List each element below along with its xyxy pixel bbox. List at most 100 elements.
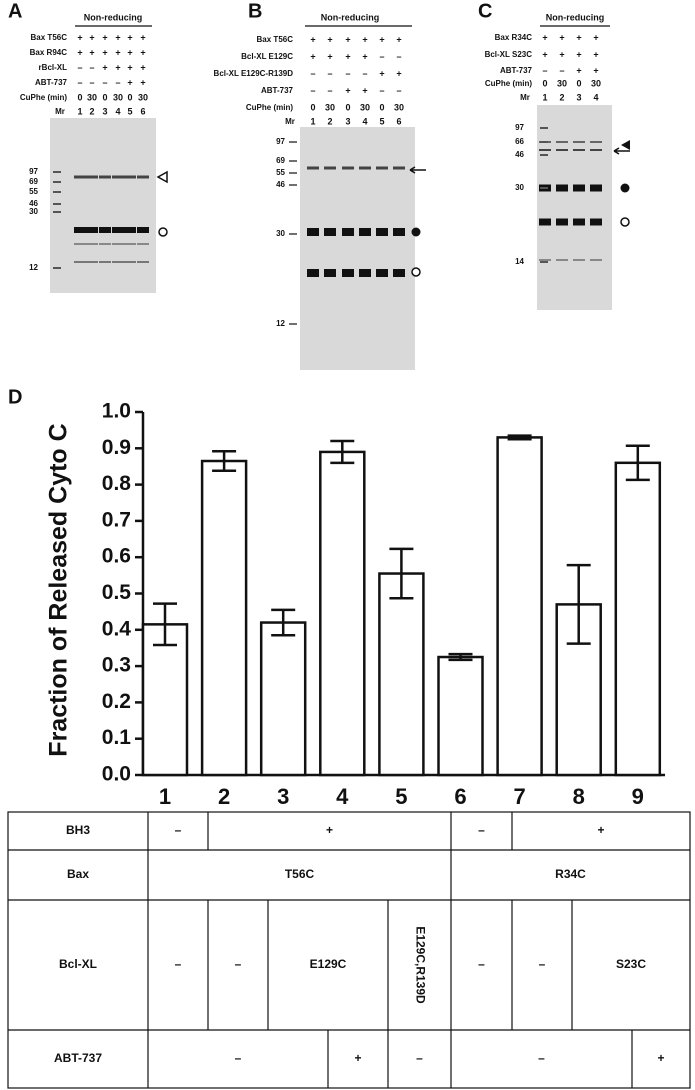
row-value: 0 bbox=[127, 92, 132, 102]
gel-band bbox=[137, 175, 149, 179]
gel-band bbox=[137, 227, 149, 233]
row-value: + bbox=[576, 32, 581, 42]
cell: – bbox=[235, 1051, 242, 1065]
bar bbox=[141, 623, 189, 777]
row-value: + bbox=[140, 47, 145, 57]
gel bbox=[300, 127, 415, 370]
row-header: ABT-737 bbox=[54, 1051, 102, 1065]
row-value: + bbox=[345, 34, 350, 44]
cell: E129C,R139D bbox=[413, 926, 427, 1004]
row-value: 0 bbox=[310, 102, 315, 112]
row-value: – bbox=[396, 85, 401, 95]
row-value: + bbox=[379, 68, 384, 78]
row-value: + bbox=[396, 68, 401, 78]
row-label: Bcl-XL E129C bbox=[241, 52, 293, 61]
row-value: + bbox=[89, 47, 94, 57]
row-value: + bbox=[127, 32, 132, 42]
row-value: + bbox=[576, 65, 581, 75]
gel-band bbox=[112, 243, 124, 245]
gel-band bbox=[74, 243, 86, 245]
gel-band bbox=[393, 269, 405, 277]
gel-band bbox=[74, 227, 86, 233]
x-tick-label: 3 bbox=[277, 784, 289, 809]
gel-band bbox=[590, 259, 602, 261]
row-value: – bbox=[77, 62, 82, 72]
cell: – bbox=[175, 957, 182, 971]
row-value: 30 bbox=[325, 102, 335, 112]
row-value: + bbox=[127, 62, 132, 72]
row-value: + bbox=[593, 32, 598, 42]
ladder-band bbox=[540, 154, 548, 156]
gel-band bbox=[393, 166, 405, 170]
cell: – bbox=[175, 823, 182, 837]
row-value: + bbox=[345, 51, 350, 61]
row-value: + bbox=[542, 32, 547, 42]
row-value: + bbox=[345, 85, 350, 95]
panel-letter: C bbox=[478, 0, 492, 22]
y-axis-label: Fraction of Released Cyto C bbox=[45, 423, 73, 756]
gel bbox=[50, 118, 156, 293]
cell: + bbox=[354, 1051, 361, 1065]
row-value: 30 bbox=[87, 92, 97, 102]
row-value: + bbox=[127, 77, 132, 87]
row-value: + bbox=[89, 32, 94, 42]
bar bbox=[437, 655, 484, 777]
y-tick-label: 1.0 bbox=[102, 400, 131, 423]
row-value: 30 bbox=[360, 102, 370, 112]
row-value: + bbox=[140, 62, 145, 72]
row-value: – bbox=[542, 65, 547, 75]
error-bar bbox=[448, 652, 473, 662]
row-value: – bbox=[559, 65, 564, 75]
lane-number: 1 bbox=[77, 106, 82, 116]
row-value: + bbox=[102, 47, 107, 57]
row-value: – bbox=[310, 85, 315, 95]
gel-band bbox=[556, 184, 568, 192]
lane-number: 4 bbox=[115, 106, 120, 116]
row-value: + bbox=[559, 32, 564, 42]
row-value: + bbox=[115, 32, 120, 42]
row-value: + bbox=[379, 34, 384, 44]
panel-letter: B bbox=[248, 0, 262, 22]
cell: – bbox=[539, 957, 546, 971]
lane-label: Mr bbox=[55, 107, 65, 116]
y-tick-label: 0.8 bbox=[102, 472, 132, 495]
row-label: Bax R34C bbox=[495, 33, 533, 42]
gel-band bbox=[99, 261, 111, 263]
marker-label: 12 bbox=[29, 263, 38, 272]
marker-label: 46 bbox=[515, 150, 524, 159]
marker-label: 55 bbox=[276, 168, 285, 177]
cell: + bbox=[597, 823, 604, 837]
lane-number: 6 bbox=[396, 116, 401, 126]
gel-band bbox=[539, 218, 551, 226]
row-value: + bbox=[127, 47, 132, 57]
row-value: – bbox=[362, 68, 367, 78]
gel-band bbox=[590, 184, 602, 192]
y-tick-label: 0.1 bbox=[102, 726, 132, 749]
y-tick-label: 0.3 bbox=[102, 654, 131, 677]
y-tick-label: 0.4 bbox=[102, 617, 132, 640]
lane-number: 6 bbox=[140, 106, 145, 116]
row-value: 0 bbox=[542, 78, 547, 88]
row-value: + bbox=[115, 47, 120, 57]
gel-band bbox=[324, 269, 336, 277]
row-value: + bbox=[102, 62, 107, 72]
bar bbox=[614, 461, 662, 777]
lane-number: 5 bbox=[379, 116, 384, 126]
marker-label: 14 bbox=[515, 257, 524, 266]
bar bbox=[200, 459, 248, 777]
row-value: + bbox=[396, 34, 401, 44]
gel-band bbox=[556, 218, 568, 226]
marker-label: 30 bbox=[29, 207, 38, 216]
gel-band bbox=[376, 228, 388, 236]
gel-band bbox=[324, 228, 336, 236]
cell: + bbox=[657, 1051, 664, 1065]
row-header: BH3 bbox=[66, 823, 90, 837]
ladder-band bbox=[53, 203, 61, 205]
gel-band bbox=[74, 175, 86, 179]
row-value: + bbox=[362, 51, 367, 61]
symbol-open bbox=[620, 217, 630, 227]
y-tick-label: 0.6 bbox=[102, 545, 131, 568]
gel-band bbox=[137, 243, 149, 245]
gel-band bbox=[86, 243, 98, 245]
table-frame bbox=[7, 811, 691, 1089]
